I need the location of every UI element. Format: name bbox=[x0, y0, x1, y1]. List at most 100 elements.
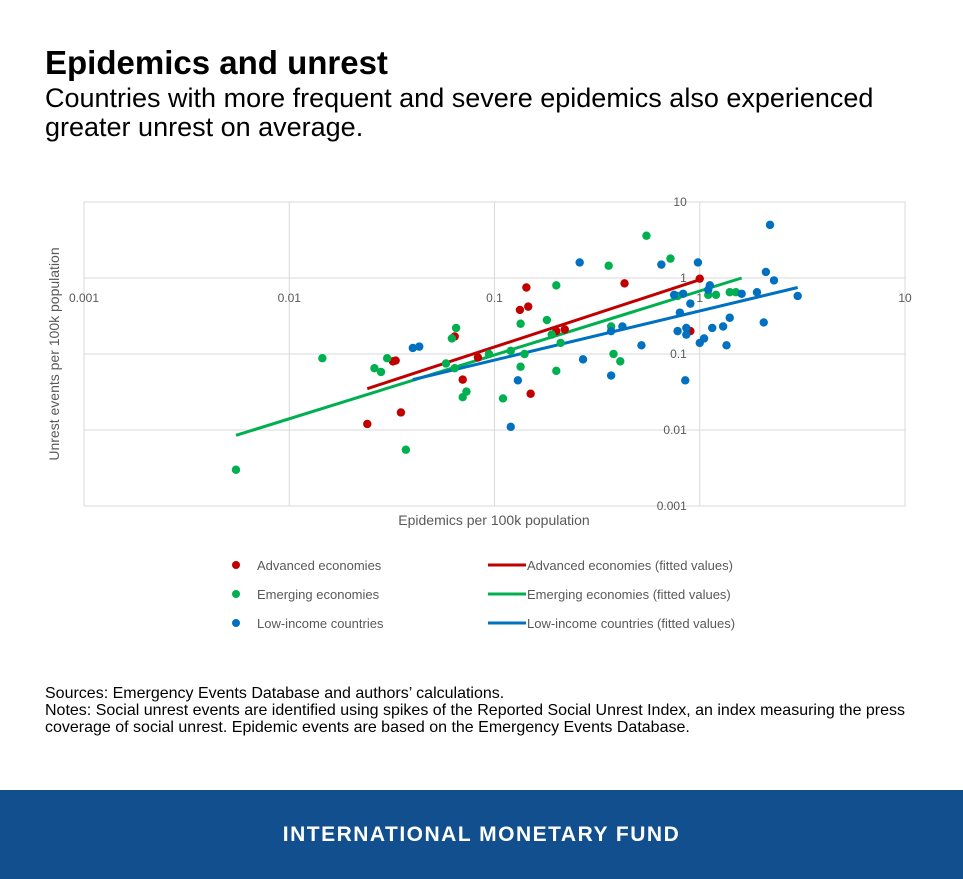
data-point bbox=[637, 341, 646, 350]
data-point bbox=[401, 445, 411, 454]
notes-text: Notes: Social unrest events are identifi… bbox=[45, 702, 906, 736]
data-point bbox=[391, 356, 400, 365]
y-tick-label: 0.001 bbox=[657, 499, 687, 513]
data-point bbox=[708, 323, 717, 333]
data-point bbox=[699, 334, 709, 343]
legend-label: Emerging economies (fitted values) bbox=[527, 587, 731, 602]
data-point bbox=[556, 338, 565, 348]
data-point bbox=[759, 318, 768, 327]
legend-marker bbox=[232, 561, 240, 569]
data-point bbox=[516, 362, 525, 371]
data-point bbox=[769, 276, 779, 285]
scatter-chart: 0.001 0.01 0.1 1 10 0.001 0.01 0.1 1 10 Epidemics… bbox=[46, 195, 912, 631]
data-point bbox=[498, 394, 508, 403]
x-tick-label: 0.1 bbox=[486, 291, 503, 305]
data-point bbox=[705, 281, 715, 290]
data-point bbox=[473, 353, 483, 362]
data-point bbox=[673, 326, 682, 336]
x-axis-label: Epidemics per 100k population bbox=[398, 512, 589, 528]
x-tick-label: 10 bbox=[898, 291, 912, 305]
data-point bbox=[547, 330, 556, 339]
legend-marker bbox=[232, 619, 240, 627]
data-point bbox=[506, 346, 515, 356]
x-tick-label: 1 bbox=[696, 291, 703, 305]
data-point bbox=[542, 315, 552, 325]
legend-marker bbox=[232, 590, 240, 598]
data-point bbox=[447, 334, 457, 343]
y-tick-label: 10 bbox=[673, 195, 687, 209]
data-point bbox=[682, 323, 691, 333]
footer-bar: INTERNATIONAL MONETARY FUND bbox=[0, 790, 963, 879]
data-point bbox=[669, 290, 679, 300]
data-point bbox=[231, 465, 241, 474]
data-point bbox=[686, 299, 695, 308]
data-point bbox=[604, 261, 613, 270]
data-point bbox=[396, 408, 406, 417]
legend-label: Advanced economies (fitted values) bbox=[527, 558, 733, 573]
data-point bbox=[520, 349, 529, 359]
data-point bbox=[515, 305, 525, 315]
data-point bbox=[682, 330, 691, 339]
y-tick-label: 1 bbox=[680, 271, 687, 285]
data-point bbox=[578, 355, 588, 364]
legend-label: Low-income countries (fitted values) bbox=[527, 616, 735, 631]
data-point bbox=[765, 220, 775, 230]
tick-labels: 0.001 0.01 0.1 1 10 0.001 0.01 0.1 1 10 bbox=[69, 195, 912, 513]
data-point bbox=[616, 357, 625, 366]
data-point bbox=[722, 341, 731, 350]
page-subtitle: Countries with more frequent and severe … bbox=[45, 83, 874, 142]
data-point bbox=[526, 389, 535, 398]
data-point bbox=[451, 323, 461, 333]
data-point bbox=[609, 349, 618, 359]
data-point bbox=[693, 258, 703, 267]
source-notes: Sources: Emergency Events Database and a… bbox=[45, 685, 945, 736]
data-point bbox=[606, 326, 616, 336]
data-point bbox=[450, 364, 459, 373]
data-point bbox=[484, 349, 494, 359]
page-title: Epidemics and unrest bbox=[45, 44, 388, 81]
data-point bbox=[752, 288, 762, 297]
data-point bbox=[513, 376, 523, 385]
data-point bbox=[552, 281, 561, 290]
x-tick-label: 0.01 bbox=[278, 291, 302, 305]
y-axis-label: Unrest events per 100k population bbox=[46, 247, 62, 460]
data-point bbox=[516, 319, 525, 328]
data-point bbox=[695, 274, 704, 283]
data-point bbox=[725, 313, 734, 322]
data-point bbox=[415, 342, 424, 351]
y-tick-label: 0.1 bbox=[670, 347, 687, 361]
data-point bbox=[524, 302, 533, 311]
legend-label: Emerging economies bbox=[257, 587, 380, 602]
data-point bbox=[718, 322, 728, 331]
footer-brand: INTERNATIONAL MONETARY FUND bbox=[282, 822, 681, 846]
data-point bbox=[575, 258, 584, 267]
data-point bbox=[725, 288, 734, 297]
data-point bbox=[620, 279, 629, 288]
data-point bbox=[552, 366, 561, 376]
legend-label: Low-income countries bbox=[257, 616, 384, 631]
data-point bbox=[642, 231, 651, 240]
data-point bbox=[675, 308, 685, 317]
fitted-line bbox=[366, 278, 701, 391]
data-point bbox=[382, 354, 392, 363]
data-point bbox=[666, 254, 675, 263]
data-point bbox=[363, 419, 372, 429]
data-point bbox=[458, 375, 467, 384]
data-point bbox=[761, 267, 771, 277]
data-point bbox=[506, 422, 515, 432]
data-point bbox=[618, 322, 627, 331]
x-tick-label: 0.001 bbox=[69, 291, 99, 305]
chart-legend: Advanced economies Emerging economies Low-… bbox=[232, 558, 735, 631]
y-tick-label: 0.01 bbox=[663, 423, 687, 437]
data-point bbox=[370, 364, 379, 373]
data-points bbox=[231, 220, 802, 474]
data-point bbox=[408, 343, 418, 353]
data-point bbox=[737, 289, 746, 298]
data-point bbox=[560, 325, 569, 334]
data-point bbox=[711, 290, 721, 300]
legend-label: Advanced economies bbox=[257, 558, 382, 573]
data-point bbox=[657, 260, 666, 269]
data-point bbox=[441, 359, 451, 368]
fitted-line bbox=[412, 286, 799, 382]
sources-text: Sources: Emergency Events Database and a… bbox=[45, 685, 505, 702]
